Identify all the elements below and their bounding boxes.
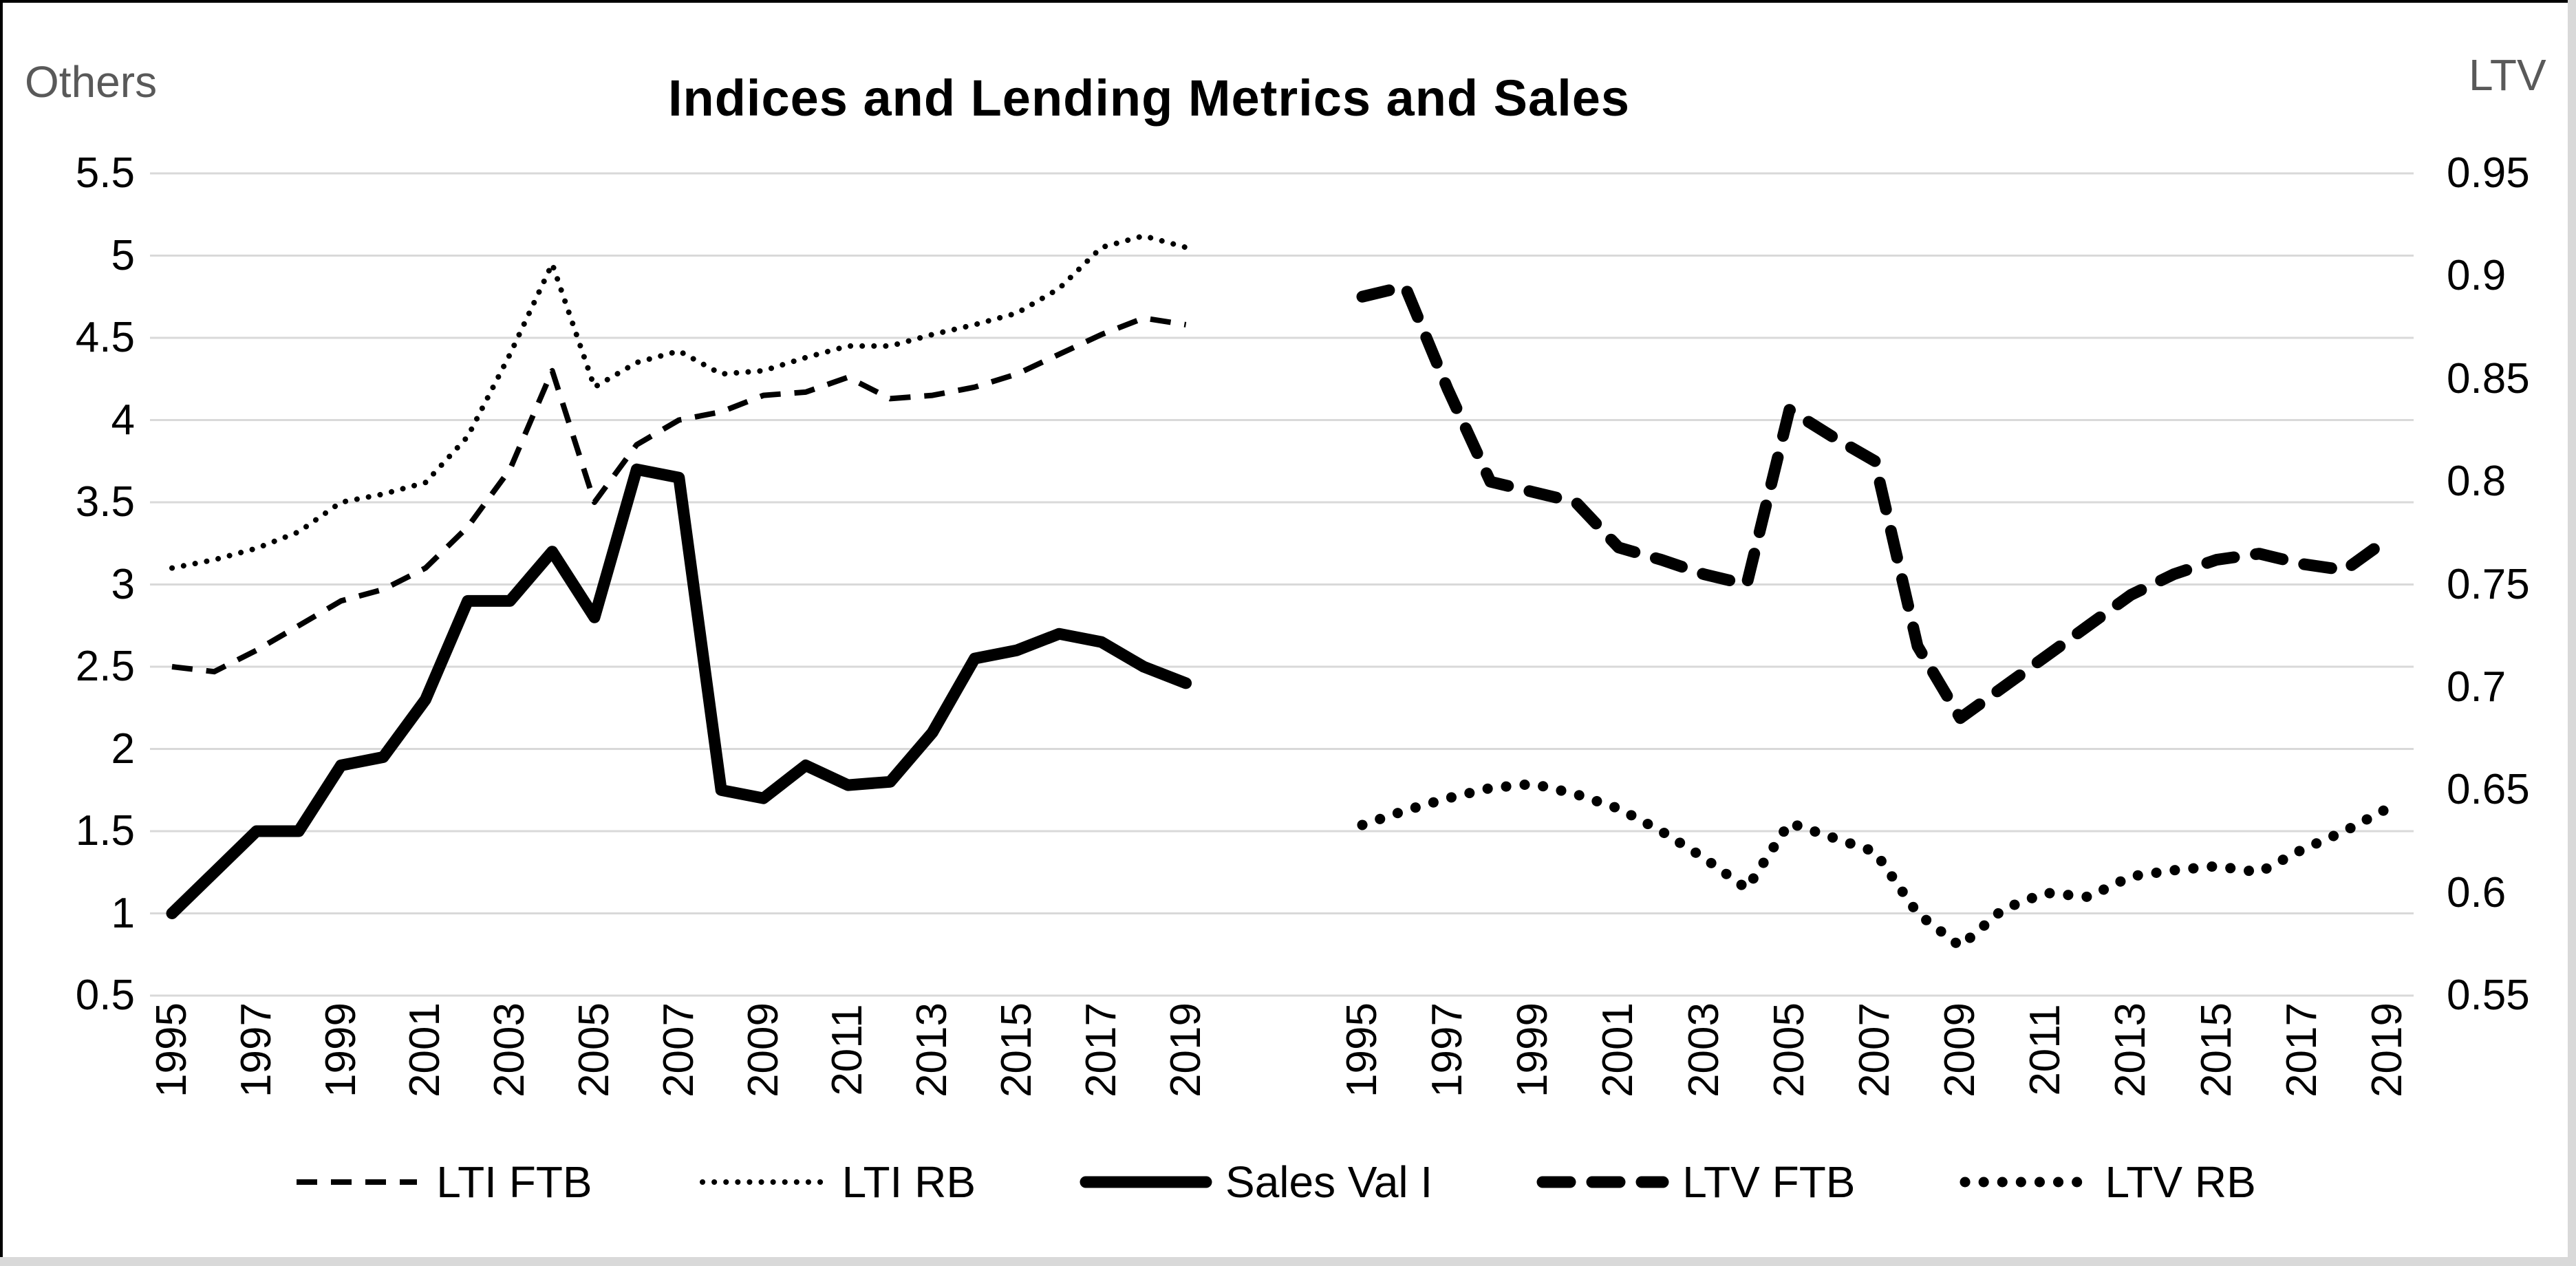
- legend-label: LTV FTB: [1682, 1157, 1856, 1207]
- x-tick-right-panel: 2007: [1850, 1002, 1898, 1097]
- y-tick-left: 3.5: [75, 478, 135, 526]
- legend-line-sample-icon: [1960, 1177, 2091, 1188]
- y-tick-left: 1.5: [75, 807, 135, 855]
- y-tick-right: 0.8: [2447, 458, 2507, 506]
- page-title: Indices and Lending Metrics and Sales: [667, 69, 1631, 127]
- legend-item-ltv-ftb: LTV FTB: [1536, 1155, 1855, 1210]
- y-tick-right: 0.65: [2447, 766, 2530, 814]
- x-tick-right-panel: 2011: [2021, 1004, 2070, 1096]
- window-border-right: [2568, 0, 2576, 1266]
- x-tick-right-panel: 2003: [1679, 1002, 1728, 1097]
- y-tick-right: 0.95: [2447, 149, 2530, 197]
- series-ltv-ftb: [1356, 280, 2394, 725]
- x-tick-left-panel: 2007: [654, 1002, 702, 1097]
- x-tick-left-panel: 1997: [232, 1002, 280, 1097]
- y-tick-left: 0.5: [75, 972, 135, 1019]
- y-tick-left: 2: [111, 725, 135, 773]
- legend-item-lti-ftb: LTI FTB: [290, 1155, 592, 1210]
- legend-item-ltv-rb: LTV RB: [1958, 1155, 2256, 1210]
- y-tick-right: 0.6: [2447, 868, 2507, 916]
- y-tick-left: 4: [111, 396, 135, 444]
- x-tick-left-panel: 2015: [993, 1002, 1040, 1097]
- y-tick-right: 0.7: [2447, 663, 2507, 711]
- y-tick-left: 4.5: [75, 314, 135, 361]
- window-border-left: [0, 0, 3, 1266]
- y-tick-left: 5.5: [75, 149, 135, 197]
- x-tick-left-panel: 2001: [401, 1002, 449, 1097]
- window-border-bottom: [0, 1257, 2576, 1266]
- x-tick-left-panel: 2005: [570, 1002, 618, 1097]
- legend-item-lti-rb: LTI RB: [696, 1155, 976, 1210]
- legend-label: LTI RB: [841, 1157, 976, 1207]
- legend-line-sample-icon: [1080, 1176, 1212, 1188]
- x-tick-right-panel: 1997: [1424, 1002, 1472, 1097]
- series-lti-ftb: [171, 315, 1187, 675]
- y-tick-right: 0.75: [2447, 560, 2530, 608]
- x-tick-right-panel: 2009: [1936, 1002, 1984, 1097]
- legend-line-sample-icon: [699, 1179, 826, 1185]
- y-tick-left: 5: [111, 231, 135, 279]
- gridlines: [150, 172, 2414, 997]
- x-tick-right-panel: 1999: [1509, 1002, 1557, 1097]
- y-tick-left: 3: [111, 560, 135, 608]
- x-tick-right-panel: 1995: [1338, 1002, 1386, 1097]
- legend-line-sample-icon: [1536, 1176, 1669, 1188]
- legend-item-sales-val-i: Sales Val I: [1079, 1155, 1432, 1210]
- x-tick-left-panel: 2019: [1161, 1002, 1210, 1097]
- x-tick-left-panel: 1999: [316, 1002, 365, 1097]
- legend: LTI FTB LTI RB Sales Val I LTV FTB LTV RB: [0, 1155, 2546, 1210]
- series-ltv-rb: [1357, 778, 2393, 952]
- x-tick-right-panel: 2013: [2107, 1002, 2155, 1097]
- x-tick-left-panel: 2003: [486, 1002, 534, 1097]
- series-sales-val-i: [166, 463, 1192, 919]
- right-axis-title: LTV: [2469, 50, 2546, 100]
- series-lines: [166, 233, 2394, 952]
- y-tick-right: 0.85: [2447, 354, 2530, 403]
- x-tick-right-panel: 2005: [1765, 1002, 1813, 1097]
- x-tick-right-panel: 2017: [2277, 1002, 2326, 1097]
- x-tick-right-panel: 2015: [2192, 1002, 2240, 1097]
- legend-label: Sales Val I: [1225, 1157, 1433, 1207]
- legend-label: LTV RB: [2105, 1157, 2256, 1207]
- y-tick-right: 0.55: [2447, 972, 2530, 1019]
- x-tick-left-panel: 2011: [824, 1004, 872, 1096]
- legend-line-sample-icon: [297, 1179, 418, 1185]
- x-tick-left-panel: 2013: [908, 1002, 956, 1097]
- x-tick-right-panel: 2001: [1594, 1002, 1642, 1097]
- x-tick-left-panel: 1995: [148, 1002, 195, 1097]
- x-tick-left-panel: 2009: [739, 1002, 787, 1097]
- window-border-top: [0, 0, 2576, 3]
- y-tick-left: 1: [111, 889, 135, 937]
- y-tick-left: 2.5: [75, 643, 135, 690]
- x-tick-right-panel: 2019: [2363, 1002, 2411, 1097]
- x-tick-left-panel: 2017: [1077, 1002, 1125, 1097]
- left-axis-title: Others: [25, 57, 158, 107]
- y-tick-right: 0.9: [2447, 252, 2507, 300]
- legend-label: LTI FTB: [436, 1157, 592, 1207]
